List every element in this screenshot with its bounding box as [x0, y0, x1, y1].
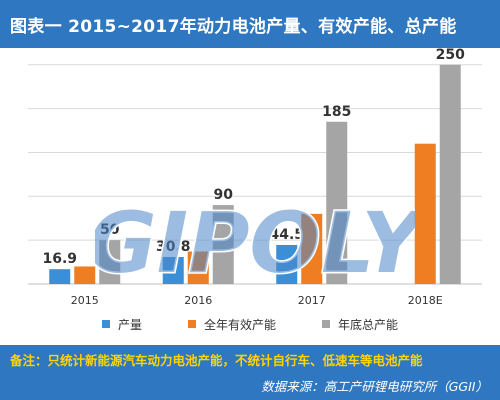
legend-item-production: 产量 — [101, 316, 142, 333]
bar-chart: 16.9 50 2015 30.8 90 2016 44.5 185 2017 250 2018E — [28, 48, 482, 307]
bar-2016-series-2 — [212, 205, 234, 284]
data-label-2015-series-0: 16.9 — [42, 251, 77, 267]
bar-2017-series-2 — [326, 121, 348, 285]
legend-label-effective-capacity: 全年有效产能 — [203, 317, 276, 332]
x-tick-label-2016: 2016 — [184, 294, 212, 307]
data-source: 数据来源：高工产研锂电研究所（GGII） — [261, 379, 488, 394]
bar-2015-series-0 — [49, 269, 71, 284]
footnote: 备注：只统计新能源汽车动力电池产能，不统计自行车、低速车等电池产能 — [10, 353, 423, 368]
x-tick-label-2015: 2015 — [71, 294, 99, 307]
x-tick-label-2018E: 2018E — [408, 294, 443, 307]
bar-2017-series-0 — [276, 244, 298, 284]
data-label-2016-series-0: 30.8 — [156, 239, 191, 255]
x-tick-label-2017: 2017 — [298, 294, 326, 307]
legend-item-effective-capacity: 全年有效产能 — [187, 316, 276, 333]
bar-2017-series-1 — [301, 213, 323, 284]
legend-item-total-capacity: 年底总产能 — [322, 316, 398, 333]
chart-legend: 产量 全年有效产能 年底总产能 — [0, 312, 500, 336]
chart-title-banner: 图表一 2015~2017年动力电池产量、有效产能、总产能 — [0, 0, 500, 48]
data-label-2017-series-2: 185 — [322, 104, 351, 120]
data-label-2016-series-2: 90 — [214, 187, 234, 203]
bar-2015-series-1 — [74, 266, 96, 284]
data-label-2015-series-2: 50 — [100, 222, 120, 238]
chart-title: 图表一 2015~2017年动力电池产量、有效产能、总产能 — [10, 16, 457, 37]
bar-2016-series-0 — [162, 256, 184, 284]
data-label-2018E-series-2: 250 — [436, 48, 465, 63]
data-label-2017-series-0: 44.5 — [269, 227, 304, 243]
bar-2016-series-1 — [187, 251, 209, 284]
legend-label-total-capacity: 年底总产能 — [338, 317, 399, 332]
legend-swatch-effective-capacity — [187, 320, 196, 328]
bar-2018E-series-2 — [439, 64, 461, 284]
plot-area: 16.9 50 2015 30.8 90 2016 44.5 185 2017 250 2018E … — [0, 48, 500, 345]
legend-label-production: 产量 — [117, 317, 142, 332]
legend-swatch-total-capacity — [322, 320, 330, 328]
bar-2018E-series-1 — [414, 143, 436, 284]
legend-swatch-production — [101, 320, 110, 328]
footer-banner: 备注：只统计新能源汽车动力电池产能，不统计自行车、低速车等电池产能 数据来源：高… — [0, 345, 500, 400]
bar-2015-series-2 — [99, 240, 121, 284]
